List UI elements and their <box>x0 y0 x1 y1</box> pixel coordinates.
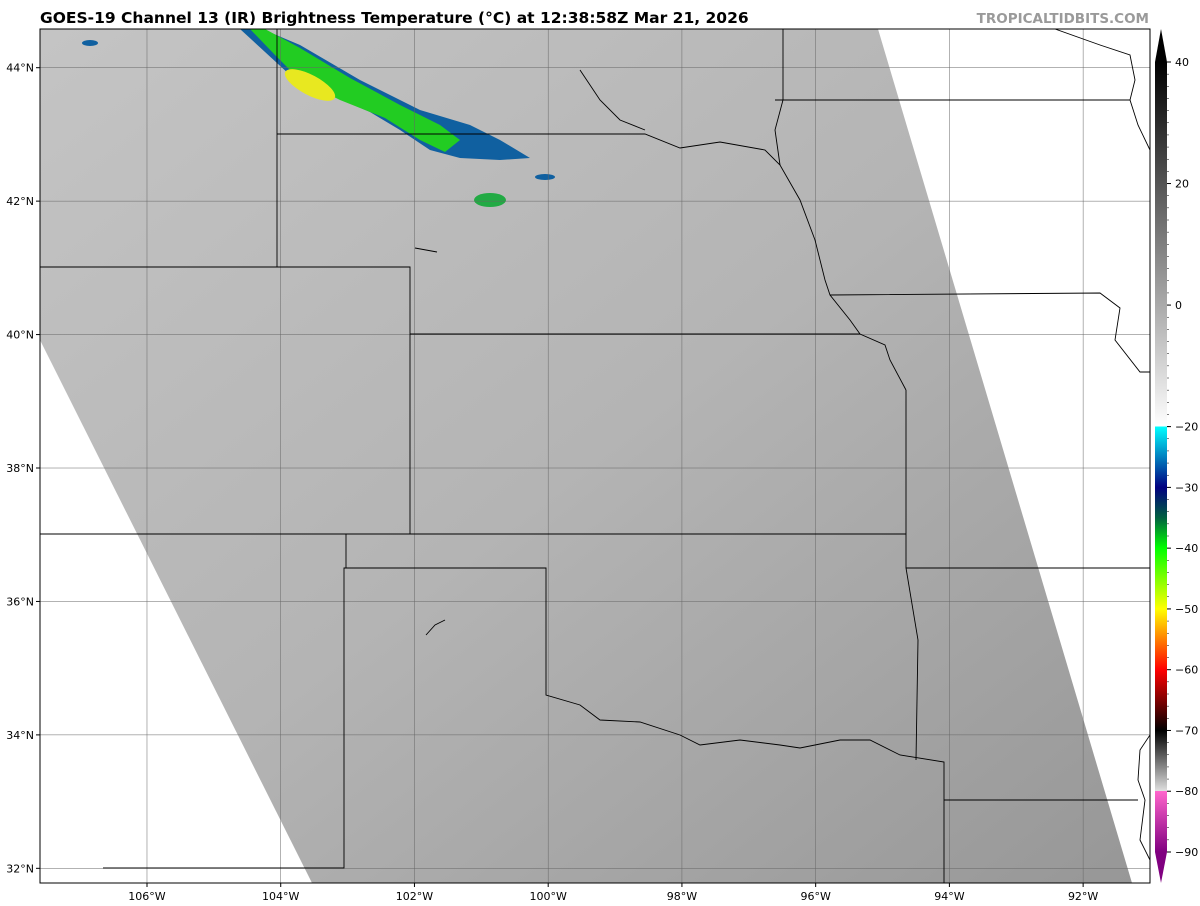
colorbar-label: −90 <box>1175 846 1198 859</box>
colorbar-body <box>1155 29 1167 883</box>
lon-label: 94°W <box>934 890 964 903</box>
satellite-swath <box>40 29 1132 883</box>
lat-label: 36°N <box>6 595 34 608</box>
colorbar: 40 20 0 −20 −30 −40 −50 −60 −70 −80 −90 <box>1155 29 1198 883</box>
lon-label: 104°W <box>262 890 299 903</box>
lat-label: 40°N <box>6 329 34 342</box>
lat-label: 34°N <box>6 729 34 742</box>
colorbar-label: −80 <box>1175 785 1198 798</box>
colorbar-label: −40 <box>1175 542 1198 555</box>
colorbar-label: −60 <box>1175 664 1198 677</box>
map-frame <box>39 28 1151 884</box>
colorbar-label: 20 <box>1175 178 1189 191</box>
watermark: TROPICALTIDBITS.COM <box>976 11 1149 27</box>
gridlines <box>40 29 1150 883</box>
lat-label: 44°N <box>6 62 34 75</box>
colorbar-label: −20 <box>1175 421 1198 434</box>
cloud-band <box>82 29 555 207</box>
colorbar-label: 0 <box>1175 299 1182 312</box>
colorbar-label: −30 <box>1175 481 1198 494</box>
axis-labels: 106°W 104°W 102°W 100°W 98°W 96°W 94°W 92°W 44°N… <box>6 62 1098 903</box>
lon-label: 102°W <box>396 890 433 903</box>
lon-label: 100°W <box>530 890 567 903</box>
lon-label: 92°W <box>1068 890 1098 903</box>
lon-label: 98°W <box>667 890 697 903</box>
lon-label: 106°W <box>128 890 165 903</box>
lon-label: 96°W <box>800 890 830 903</box>
lat-label: 38°N <box>6 462 34 475</box>
lat-label: 32°N <box>6 862 34 875</box>
colorbar-label: −70 <box>1175 724 1198 737</box>
lat-label: 42°N <box>6 195 34 208</box>
colorbar-label: 40 <box>1175 56 1189 69</box>
map-title: GOES-19 Channel 13 (IR) Brightness Tempe… <box>40 9 749 27</box>
state-borders <box>40 29 1150 883</box>
colorbar-label: −50 <box>1175 603 1198 616</box>
